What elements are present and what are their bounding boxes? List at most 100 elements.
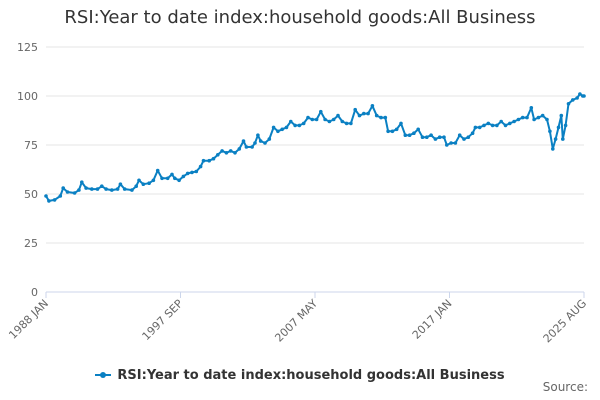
legend[interactable]: RSI:Year to date index:household goods:A… bbox=[0, 365, 600, 383]
data-point[interactable] bbox=[394, 127, 399, 132]
data-point[interactable] bbox=[181, 174, 186, 179]
data-point[interactable] bbox=[420, 135, 425, 139]
data-point[interactable] bbox=[370, 104, 375, 108]
data-point[interactable] bbox=[134, 184, 138, 188]
data-point[interactable] bbox=[160, 176, 164, 181]
data-point[interactable] bbox=[310, 117, 315, 122]
data-point[interactable] bbox=[280, 127, 285, 132]
data-point[interactable] bbox=[289, 119, 293, 124]
data-point[interactable] bbox=[228, 149, 233, 153]
data-point[interactable] bbox=[362, 111, 366, 116]
data-point[interactable] bbox=[301, 121, 306, 126]
data-point[interactable] bbox=[508, 121, 512, 126]
data-point[interactable] bbox=[582, 94, 586, 98]
data-point[interactable] bbox=[177, 178, 181, 183]
data-point[interactable] bbox=[118, 182, 123, 186]
data-point[interactable] bbox=[201, 158, 206, 163]
data-point[interactable] bbox=[100, 184, 104, 188]
data-point[interactable] bbox=[297, 123, 302, 128]
data-point[interactable] bbox=[548, 129, 552, 134]
data-point[interactable] bbox=[336, 113, 340, 118]
data-point[interactable] bbox=[386, 129, 390, 134]
data-point[interactable] bbox=[366, 111, 370, 116]
data-point[interactable] bbox=[516, 117, 521, 122]
data-point[interactable] bbox=[47, 199, 51, 203]
data-point[interactable] bbox=[536, 115, 541, 120]
data-point[interactable] bbox=[276, 129, 280, 134]
data-point[interactable] bbox=[470, 131, 475, 135]
data-point[interactable] bbox=[357, 113, 362, 118]
data-point[interactable] bbox=[151, 178, 156, 183]
data-point[interactable] bbox=[416, 127, 421, 132]
data-point[interactable] bbox=[52, 198, 57, 202]
data-point[interactable] bbox=[198, 164, 203, 169]
data-point[interactable] bbox=[44, 194, 48, 198]
data-point[interactable] bbox=[211, 156, 216, 161]
data-point[interactable] bbox=[233, 151, 237, 155]
data-point[interactable] bbox=[170, 172, 174, 177]
data-point[interactable] bbox=[271, 125, 276, 130]
data-point[interactable] bbox=[490, 123, 495, 128]
data-point[interactable] bbox=[449, 141, 453, 145]
data-point[interactable] bbox=[80, 180, 84, 184]
data-point[interactable] bbox=[147, 181, 151, 185]
data-point[interactable] bbox=[457, 133, 462, 137]
data-point[interactable] bbox=[65, 190, 70, 194]
data-point[interactable] bbox=[185, 171, 190, 176]
data-point[interactable] bbox=[207, 158, 211, 163]
data-point[interactable] bbox=[390, 129, 395, 134]
data-point[interactable] bbox=[545, 117, 549, 122]
data-point[interactable] bbox=[323, 117, 327, 122]
data-point[interactable] bbox=[571, 98, 575, 102]
data-point[interactable] bbox=[72, 191, 77, 195]
data-point[interactable] bbox=[95, 187, 100, 191]
data-point[interactable] bbox=[250, 145, 254, 149]
data-point[interactable] bbox=[433, 137, 438, 141]
data-point[interactable] bbox=[340, 119, 345, 124]
data-point[interactable] bbox=[110, 188, 114, 192]
data-point[interactable] bbox=[529, 106, 534, 110]
data-point[interactable] bbox=[403, 133, 408, 137]
data-point[interactable] bbox=[256, 133, 260, 137]
data-point[interactable] bbox=[559, 113, 564, 118]
data-point[interactable] bbox=[327, 119, 332, 124]
data-point[interactable] bbox=[90, 187, 94, 191]
data-point[interactable] bbox=[122, 187, 127, 191]
data-point[interactable] bbox=[349, 121, 353, 126]
data-point[interactable] bbox=[165, 176, 170, 181]
data-point[interactable] bbox=[512, 119, 516, 124]
data-point[interactable] bbox=[482, 123, 486, 128]
data-point[interactable] bbox=[319, 109, 323, 114]
data-point[interactable] bbox=[220, 149, 224, 153]
data-point[interactable] bbox=[503, 123, 508, 128]
data-point[interactable] bbox=[540, 113, 545, 118]
data-point[interactable] bbox=[437, 135, 442, 139]
data-point[interactable] bbox=[453, 141, 458, 145]
data-point[interactable] bbox=[486, 121, 491, 126]
data-point[interactable] bbox=[237, 147, 242, 151]
data-point[interactable] bbox=[353, 107, 358, 112]
data-point[interactable] bbox=[61, 186, 65, 190]
data-point[interactable] bbox=[284, 125, 289, 130]
data-point[interactable] bbox=[563, 123, 568, 128]
data-point[interactable] bbox=[306, 115, 310, 120]
data-point[interactable] bbox=[473, 125, 478, 130]
data-point[interactable] bbox=[551, 147, 555, 151]
data-point[interactable] bbox=[241, 139, 246, 143]
data-point[interactable] bbox=[477, 125, 482, 130]
data-point[interactable] bbox=[566, 102, 571, 106]
data-point[interactable] bbox=[374, 113, 379, 118]
data-point[interactable] bbox=[383, 115, 388, 120]
data-point[interactable] bbox=[258, 139, 263, 143]
data-point[interactable] bbox=[525, 115, 529, 120]
data-point[interactable] bbox=[412, 131, 416, 135]
data-point[interactable] bbox=[425, 135, 429, 139]
data-point[interactable] bbox=[556, 125, 561, 130]
data-point[interactable] bbox=[194, 169, 199, 174]
data-point[interactable] bbox=[429, 133, 433, 137]
data-point[interactable] bbox=[190, 170, 194, 175]
data-point[interactable] bbox=[520, 115, 525, 120]
data-point[interactable] bbox=[77, 188, 81, 192]
data-point[interactable] bbox=[263, 141, 267, 145]
data-point[interactable] bbox=[155, 168, 160, 173]
